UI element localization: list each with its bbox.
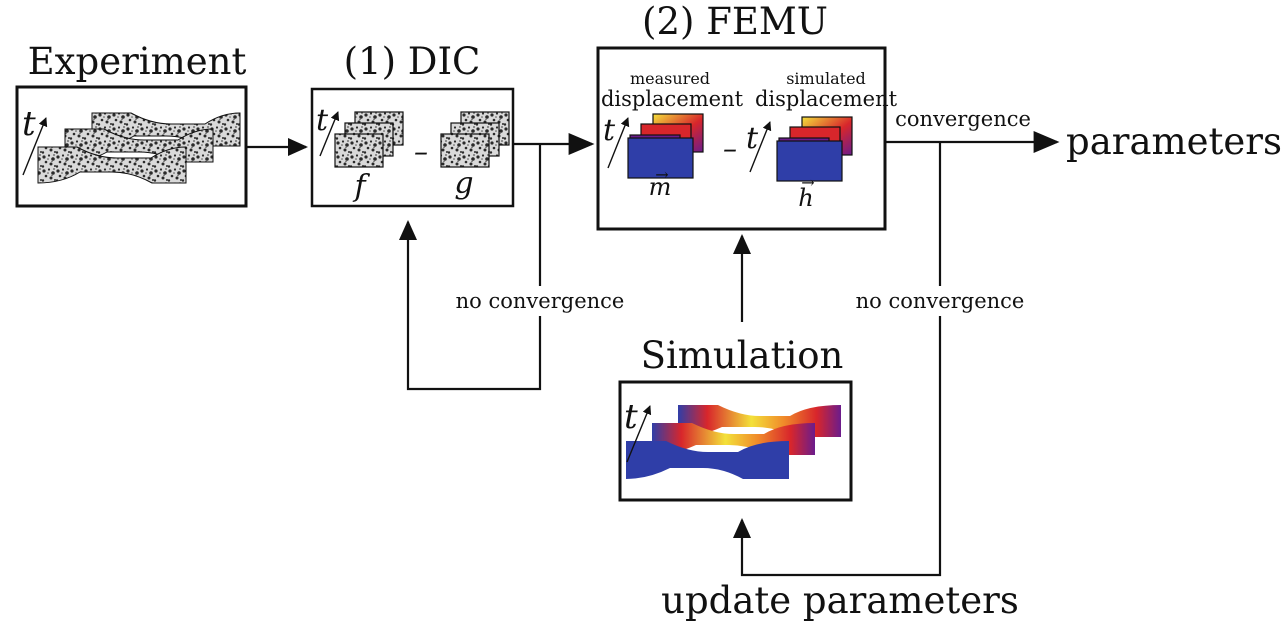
simulated-vector-h: h bbox=[798, 184, 813, 212]
simulation-title: Simulation bbox=[641, 334, 844, 377]
simulation-time-axis-icon: t bbox=[624, 397, 652, 463]
experiment-title: Experiment bbox=[28, 40, 247, 83]
simulated-vector-arrow: → bbox=[801, 173, 814, 192]
dic-time-axis-icon: t bbox=[316, 103, 340, 157]
measured-vector-arrow: → bbox=[655, 165, 668, 184]
experiment-time-label: t bbox=[22, 104, 36, 144]
femu-minus-sign: – bbox=[723, 132, 737, 165]
simulated-displacement-label-line1: simulated bbox=[786, 69, 866, 88]
dic-no-convergence-loop bbox=[399, 144, 542, 391]
simulated-vector-symbol: h → bbox=[798, 173, 814, 212]
parameters-label: parameters bbox=[1066, 120, 1281, 163]
measured-displacement-label-line2: displacement bbox=[601, 87, 744, 111]
experiment-specimen-stack bbox=[37, 112, 241, 184]
femu-simulated-time-axis-icon: t bbox=[746, 121, 772, 173]
simulation-specimen-stack bbox=[626, 405, 841, 479]
simulated-displacement-label-line2: displacement bbox=[755, 87, 898, 111]
simulation-time-label: t bbox=[624, 397, 638, 437]
dic-image-stack-f bbox=[334, 111, 404, 168]
measured-displacement-field-stack bbox=[627, 113, 704, 179]
dic-title: (1) DIC bbox=[344, 40, 481, 83]
dic-minus-sign: – bbox=[414, 135, 428, 168]
femu-measured-time-axis-icon: t bbox=[603, 113, 630, 169]
measured-vector-symbol: m → bbox=[649, 165, 672, 201]
simulated-displacement-field-stack bbox=[776, 116, 853, 182]
dic-image-stack-g bbox=[440, 111, 510, 168]
femu-measured-time-label: t bbox=[603, 113, 616, 148]
convergence-label: convergence bbox=[895, 107, 1031, 131]
femu-simulated-time-label: t bbox=[746, 121, 759, 156]
no-convergence-left-label: no convergence bbox=[456, 289, 625, 313]
no-convergence-left-label-bg bbox=[445, 286, 635, 316]
measured-displacement-label-line1: measured bbox=[630, 69, 710, 88]
update-parameters-label: update parameters bbox=[661, 579, 1019, 622]
dic-time-label: t bbox=[316, 103, 329, 138]
no-convergence-right-label-bg bbox=[845, 286, 1035, 316]
measured-vector-m: m bbox=[649, 173, 672, 201]
femu-no-convergence-loop bbox=[733, 142, 942, 577]
no-convergence-right-label: no convergence bbox=[856, 289, 1025, 313]
experiment-time-axis-icon: t bbox=[22, 104, 48, 176]
dic-symbol-g: g bbox=[454, 166, 473, 201]
femu-title: (2) FEMU bbox=[642, 0, 828, 43]
